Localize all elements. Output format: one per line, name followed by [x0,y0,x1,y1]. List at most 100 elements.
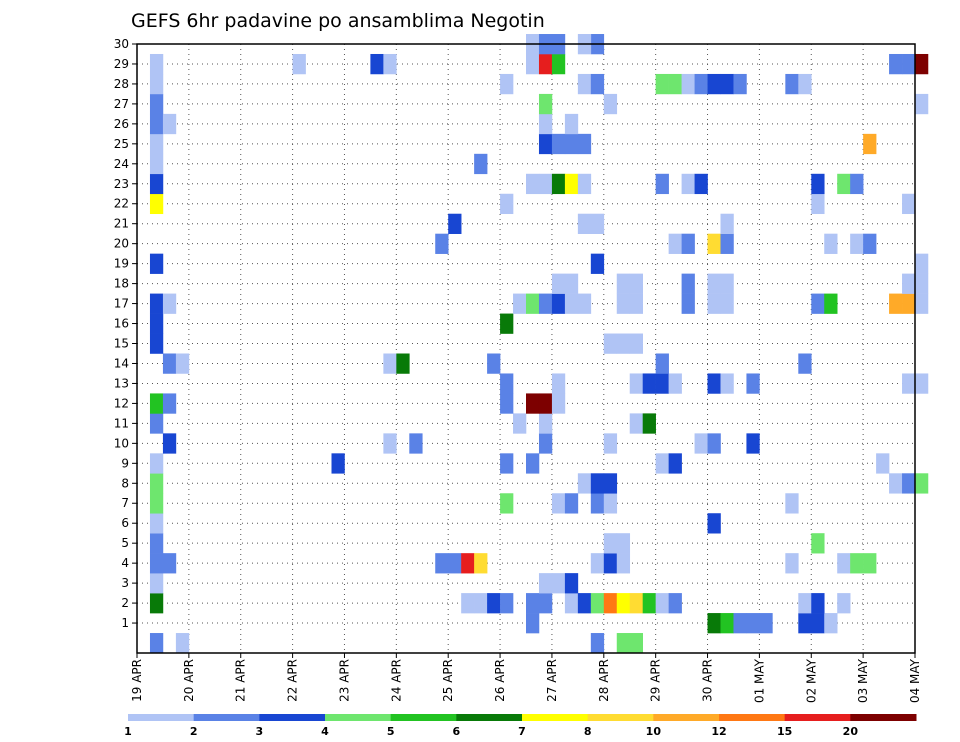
heatmap-cell [435,553,449,574]
heatmap-cell [500,593,514,614]
heatmap-cell [863,133,877,155]
heatmap-cell [811,613,825,634]
heatmap-cell [603,593,618,614]
heatmap-cell [720,233,734,254]
heatmap-cell [603,493,618,514]
y-tick-label: 16 [114,317,129,331]
heatmap-cell [590,253,605,274]
y-tick-label: 23 [114,177,129,191]
heatmap-cell [590,493,605,514]
chart-title: GEFS 6hr padavine po ansamblima Negotin [131,10,545,32]
heatmap-cell [538,413,553,434]
heatmap-cell [902,473,916,494]
heatmap-cell [564,493,579,514]
colorbar-swatch [587,714,654,721]
y-tick-label: 17 [114,297,129,311]
heatmap-cell [551,493,566,514]
colorbar-label: 8 [584,725,592,738]
heatmap-cell [149,593,164,614]
heatmap-cell [785,493,799,514]
y-tick-label: 28 [114,77,129,91]
heatmap-cell [526,613,540,634]
x-tick-label: 02 MAY [804,658,818,703]
y-tick-label: 3 [121,576,129,590]
heatmap-cell [668,373,682,394]
heatmap-cell [149,53,164,75]
heatmap-cell [668,73,682,95]
heatmap-cell [149,113,164,135]
heatmap-cell [500,393,514,414]
heatmap-cell [915,93,929,115]
heatmap-cell [707,373,721,394]
y-tick-label: 14 [114,356,129,370]
heatmap-cell [149,133,164,155]
heatmap-cell [526,393,540,414]
heatmap-cell [707,273,721,294]
y-tick-label: 6 [121,516,129,530]
colorbar-swatch [653,714,720,721]
heatmap-cell [162,393,177,414]
heatmap-cell [876,453,890,474]
heatmap-cell [564,293,579,314]
heatmap-cell [383,433,397,454]
heatmap-cell [655,353,669,374]
heatmap-cell [759,613,773,634]
heatmap-cell [383,353,397,374]
heatmap-cell [603,433,618,454]
y-tick-label: 10 [114,436,129,450]
heatmap-cell [681,233,695,254]
heatmap-cell [837,593,851,614]
heatmap-cell [915,253,929,274]
heatmap-cell [162,433,177,454]
heatmap-cell [149,333,164,354]
heatmap-cell [162,293,177,314]
heatmap-cell [526,53,540,75]
colorbar-label: 12 [711,725,726,738]
heatmap-cell [175,353,190,374]
heatmap-cell [500,453,514,474]
heatmap-cell [707,433,721,454]
colorbar-swatch [325,714,392,721]
colorbar-swatch [456,714,523,721]
heatmap-cell [538,93,553,115]
heatmap-cell [149,393,164,414]
heatmap-cell [513,293,527,314]
heatmap-cell [435,233,449,254]
heatmap-cell [694,173,708,195]
x-tick-label: 24 APR [389,659,403,702]
heatmap-cell [811,193,825,215]
x-tick-label: 19 APR [130,659,144,702]
heatmap-cell [448,553,462,574]
colorbar-swatch [784,714,851,721]
heatmap-cell [655,73,669,95]
heatmap-cell [590,73,605,95]
heatmap-cell [733,73,747,95]
heatmap-cell [577,73,592,95]
heatmap-cell [564,273,579,294]
heatmap-cell [149,533,164,554]
heatmap-cell [590,553,605,574]
heatmap-cell [902,373,916,394]
x-tick-label: 22 APR [286,659,300,702]
heatmap-cell [500,493,514,514]
colorbar-swatch [390,714,457,721]
heatmap-cell [655,453,669,474]
heatmap-cell [162,113,177,135]
heatmap-cell [629,293,643,314]
x-tick-label: 25 APR [441,659,455,702]
heatmap-cell [577,213,592,234]
heatmap-cell [603,533,618,554]
heatmap-cell [616,593,631,614]
heatmap-cell [526,173,540,195]
heatmap-cell [603,93,618,115]
heatmap-cell [603,333,618,354]
heatmap-cell [474,593,488,614]
y-tick-label: 27 [114,97,129,111]
heatmap-cell [642,373,656,394]
heatmap-cell [149,173,164,195]
heatmap-cell [902,193,916,215]
heatmap-cell [707,73,721,95]
heatmap-cell [149,153,164,175]
heatmap-cell [461,593,475,614]
heatmap-cell [551,133,566,155]
